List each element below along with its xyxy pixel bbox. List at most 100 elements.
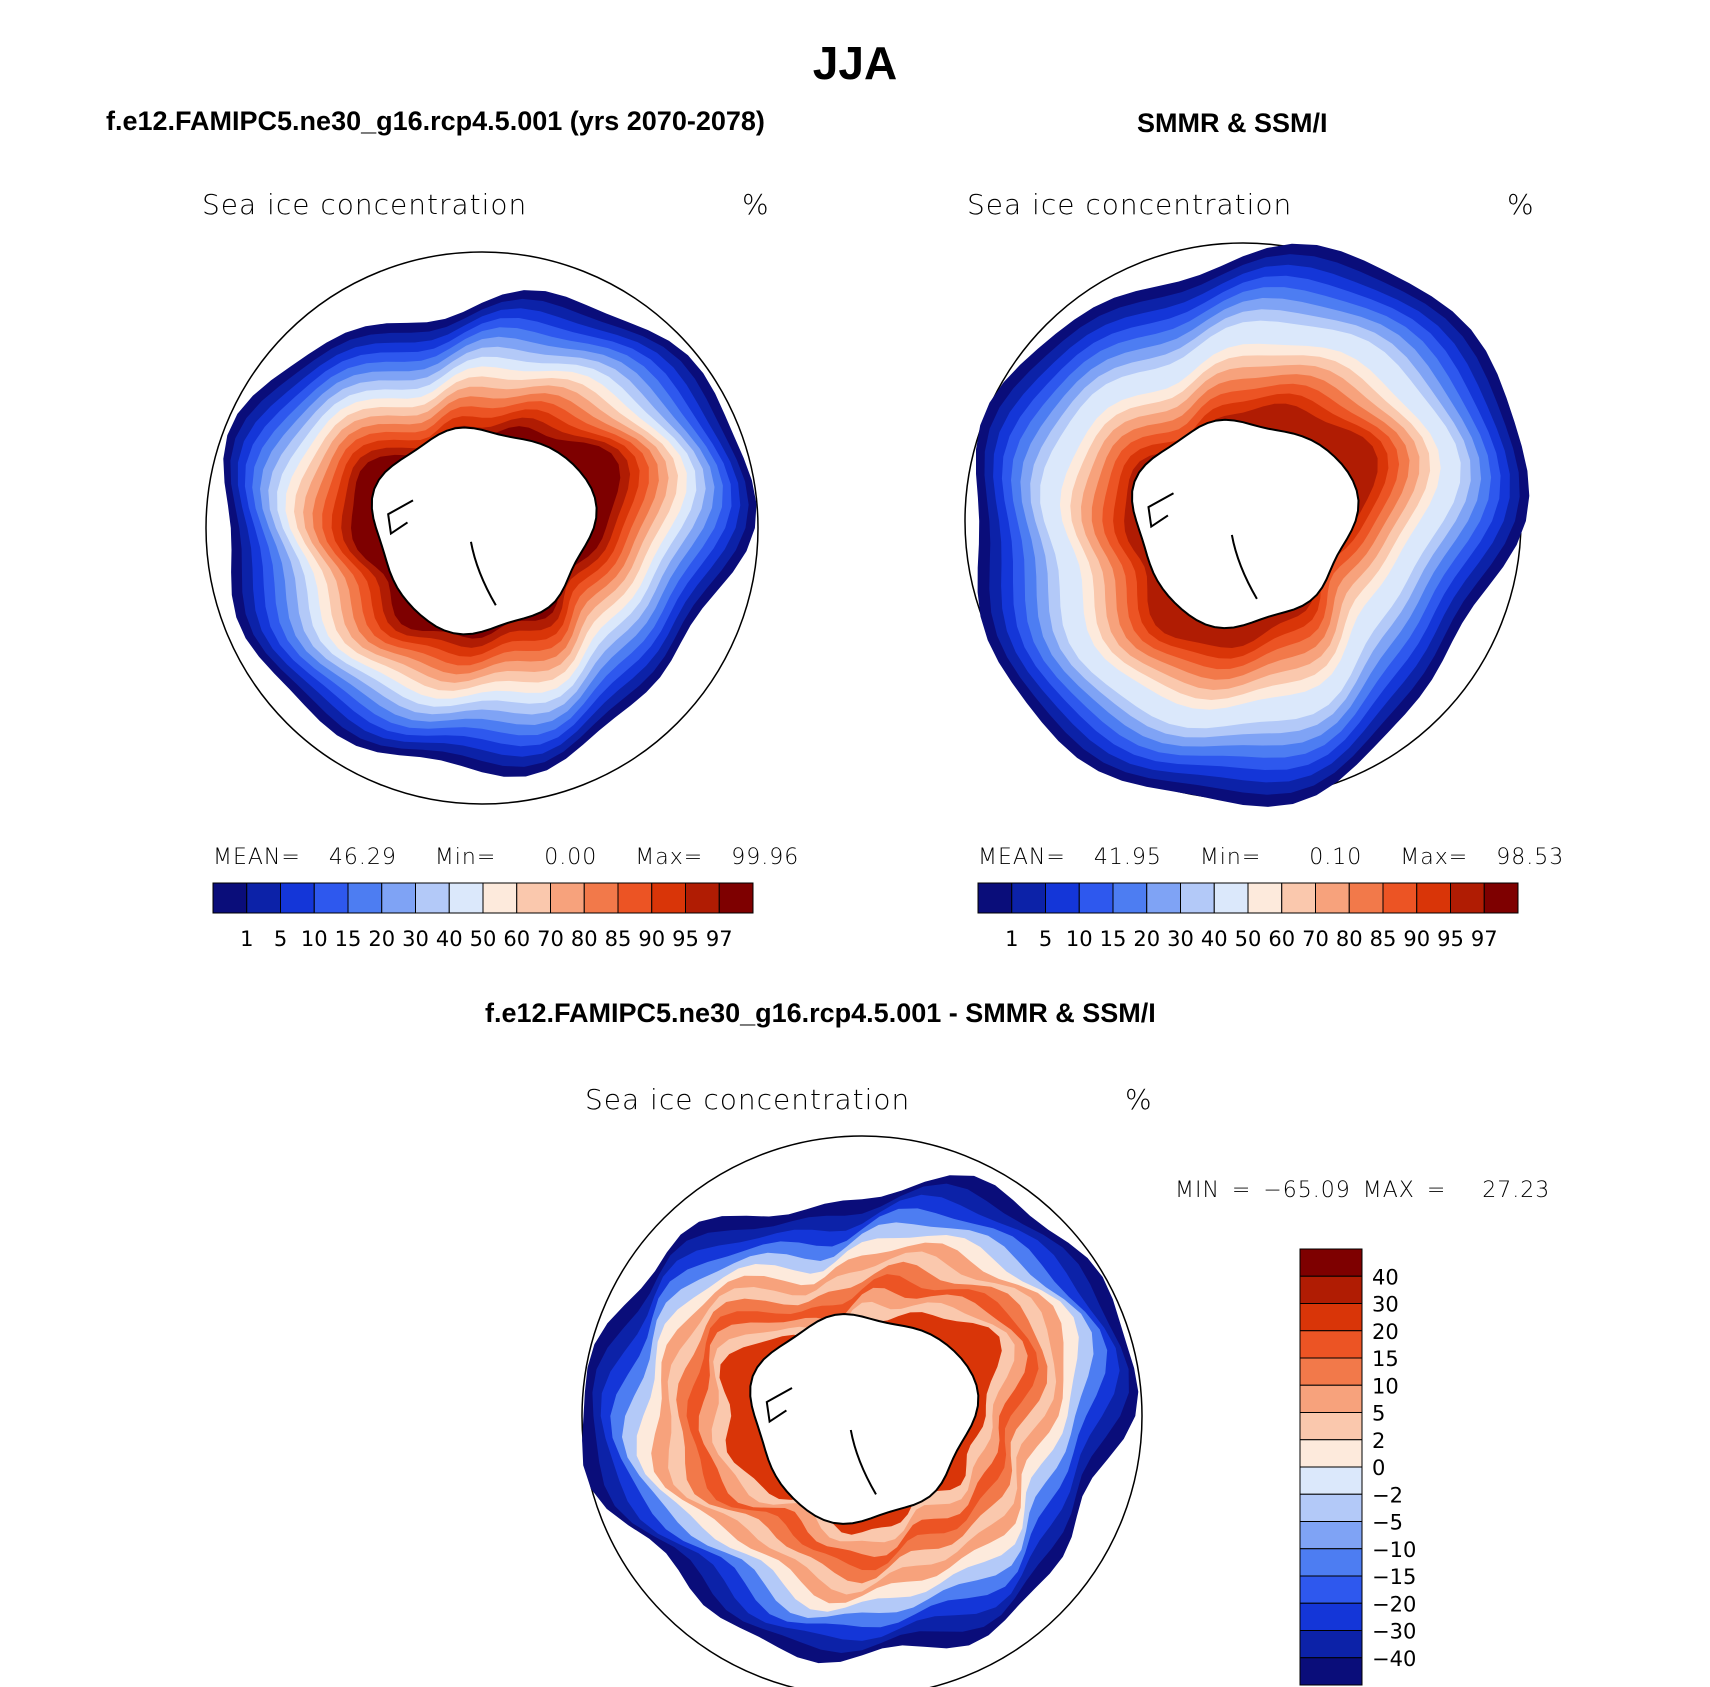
- colorbar-tick-label: 10: [1372, 1374, 1399, 1398]
- colorbar-tick-label: −30: [1372, 1620, 1416, 1644]
- colorbar-cell: [685, 882, 720, 914]
- panel-2-stats: MEAN= 41.95 Min= 0.10 Max= 98.53: [978, 845, 1564, 870]
- colorbar-cell: [1299, 1248, 1363, 1277]
- colorbar-cell: [1299, 1330, 1363, 1359]
- colorbar-cell: [718, 882, 754, 914]
- colorbar-tick-label: 97: [706, 927, 733, 951]
- max-value: 99.96: [731, 845, 800, 870]
- colorbar-cell: [1247, 882, 1283, 914]
- colorbar-tick-label: 70: [1302, 927, 1329, 951]
- peninsula-outline: [387, 499, 414, 536]
- colorbar-cell: [482, 882, 518, 914]
- colorbar-cell: [651, 882, 686, 914]
- min-label: Min=: [434, 845, 497, 870]
- colorbar-cell: [1299, 1602, 1363, 1631]
- colorbar-cell: [1112, 882, 1148, 914]
- colorbar-cell: [1483, 882, 1519, 914]
- colorbar-tick-label: 60: [1268, 927, 1295, 951]
- antarctica-coastline: [370, 426, 598, 636]
- max-label: Max=: [635, 845, 704, 870]
- colorbar-cell: [1011, 882, 1046, 914]
- mean-label: MEAN=: [213, 845, 301, 870]
- colorbar-cell: [1348, 882, 1384, 914]
- panel-1-map-title: Sea ice concentration: [202, 188, 528, 221]
- panel-1-stats: MEAN= 46.29 Min= 0.00 Max= 99.96: [213, 845, 799, 870]
- colorbar-tick-label: 15: [335, 927, 362, 951]
- colorbar-cell: [448, 882, 484, 914]
- diff-units: %: [1125, 1083, 1153, 1116]
- panel-2-colorbar: 1 5 10 15 20 30 40 50 60 70 80 85 90 95 97: [977, 882, 1519, 951]
- colorbar-tick-label: 0: [1372, 1456, 1385, 1480]
- colorbar-tick-label: 20: [1133, 927, 1160, 951]
- colorbar-cell: [550, 882, 585, 914]
- colorbar-cell: [1315, 882, 1350, 914]
- antarctica-coastline: [1131, 418, 1360, 630]
- colorbar-tick-label: 97: [1471, 927, 1498, 951]
- peninsula-outline: [1147, 492, 1174, 529]
- colorbar-tick-label: 70: [537, 927, 564, 951]
- colorbar-cell: [1299, 1275, 1363, 1304]
- mean-value: 46.29: [328, 845, 397, 870]
- colorbar-cell: [1299, 1466, 1363, 1495]
- panel-1-units: %: [742, 188, 770, 221]
- panel-1-title: f.e12.FAMIPC5.ne30_g16.rcp4.5.001 (yrs 2…: [106, 106, 765, 136]
- colorbar-tick-label: 2: [1372, 1429, 1385, 1453]
- ross-sea-outline: [1230, 534, 1258, 600]
- colorbar-cell: [415, 882, 450, 914]
- panel-1-colorbar: 1 5 10 15 20 30 40 50 60 70 80 85 90 95 97: [212, 882, 754, 951]
- peninsula-outline: [765, 1387, 793, 1424]
- colorbar-tick-label: 40: [436, 927, 463, 951]
- ross-sea-outline: [469, 541, 497, 606]
- colorbar-cell: [212, 882, 248, 914]
- colorbar-cell: [1180, 882, 1215, 914]
- colorbar-tick-label: 80: [1336, 927, 1363, 951]
- colorbar-tick-label: 10: [301, 927, 328, 951]
- colorbar-tick-label: 30: [1372, 1293, 1399, 1317]
- min-value: 0.10: [1309, 845, 1363, 870]
- colorbar-cell: [1281, 882, 1316, 914]
- colorbar-tick-label: 50: [1235, 927, 1262, 951]
- polar-map-panel-1: [205, 251, 759, 805]
- colorbar-tick-label: −2: [1372, 1483, 1403, 1507]
- colorbar-tick-label: 30: [402, 927, 429, 951]
- colorbar-cell: [1416, 882, 1451, 914]
- mean-value: 41.95: [1093, 845, 1162, 870]
- colorbar-tick-label: 40: [1201, 927, 1228, 951]
- colorbar-cell: [977, 882, 1013, 914]
- colorbar-tick-label: 15: [1100, 927, 1127, 951]
- colorbar-cell: [1299, 1412, 1363, 1441]
- diff-panel-title: f.e12.FAMIPC5.ne30_g16.rcp4.5.001 - SMMR…: [485, 998, 1156, 1028]
- colorbar-cell: [1146, 882, 1181, 914]
- colorbar-tick-label: 10: [1066, 927, 1093, 951]
- colorbar-cell: [347, 882, 383, 914]
- colorbar-cell: [1299, 1303, 1363, 1332]
- colorbar-tick-label: 60: [503, 927, 530, 951]
- colorbar-tick-label: −40: [1372, 1647, 1416, 1671]
- colorbar-tick-label: 95: [1437, 927, 1464, 951]
- colorbar-tick-label: 85: [1370, 927, 1397, 951]
- colorbar-cell: [583, 882, 619, 914]
- min-value: 0.00: [544, 845, 598, 870]
- polar-map-panel-2: [964, 242, 1530, 807]
- colorbar-tick-label: 1: [240, 927, 253, 951]
- colorbar-cell: [1045, 882, 1080, 914]
- colorbar-tick-label: 20: [368, 927, 395, 951]
- antarctica-coastline: [749, 1312, 980, 1525]
- colorbar-cell: [246, 882, 281, 914]
- colorbar-tick-label: −15: [1372, 1565, 1416, 1589]
- colorbar-cell: [1299, 1575, 1363, 1604]
- colorbar-tick-label: −10: [1372, 1538, 1416, 1562]
- colorbar-cell: [1382, 882, 1418, 914]
- ross-sea-outline: [849, 1429, 877, 1495]
- colorbar-cell: [1299, 1493, 1363, 1522]
- colorbar-tick-label: 15: [1372, 1347, 1399, 1371]
- colorbar-cell: [1299, 1657, 1363, 1686]
- colorbar-tick-label: 80: [571, 927, 598, 951]
- mean-label: MEAN=: [978, 845, 1066, 870]
- colorbar-tick-label: 5: [1372, 1402, 1385, 1426]
- colorbar-cell: [1299, 1548, 1363, 1577]
- colorbar-cell: [313, 882, 349, 914]
- max-label: Max=: [1400, 845, 1469, 870]
- colorbar-cell: [280, 882, 315, 914]
